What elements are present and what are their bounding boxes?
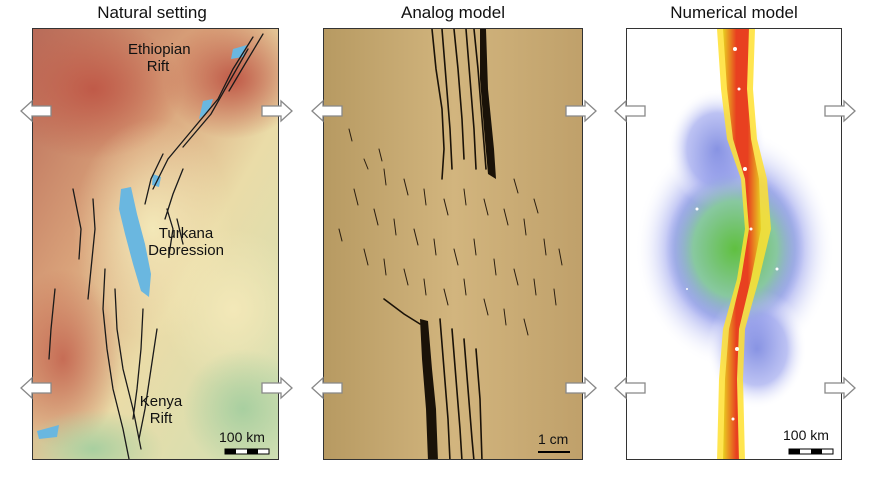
scale-bar-graphic [224, 448, 270, 455]
extension-arrow-left-icon [20, 99, 52, 123]
numerical-model-title: Numerical model [670, 3, 798, 22]
extension-arrow-right-icon [261, 99, 293, 123]
scale-bar-label: 100 km [219, 429, 265, 445]
natural-setting-title: Natural setting [97, 3, 207, 22]
extension-arrow-right-icon [565, 376, 597, 400]
analog-model-title: Analog model [401, 3, 505, 22]
extension-arrow-right-icon [824, 99, 856, 123]
scale-bar-label: 1 cm [538, 431, 569, 447]
scale-bar-graphic [788, 448, 834, 455]
extension-arrow-left-icon [311, 99, 343, 123]
numerical-model-graphic [627, 29, 841, 459]
extension-arrow-left-icon [614, 376, 646, 400]
scale-bar-line [538, 451, 570, 453]
turkana-depression-label: Turkana Depression [148, 225, 224, 259]
extension-arrow-right-icon [824, 376, 856, 400]
natural-setting-map: Ethiopian Rift Turkana Depression Kenya … [32, 28, 279, 460]
extension-arrow-left-icon [311, 376, 343, 400]
extension-arrow-left-icon [20, 376, 52, 400]
extension-arrow-left-icon [614, 99, 646, 123]
analog-model-image: 1 cm [323, 28, 583, 460]
extension-arrow-right-icon [565, 99, 597, 123]
terrain-map-graphic [33, 29, 278, 459]
scale-bar-label: 100 km [783, 427, 829, 443]
analog-model-graphic [324, 29, 582, 459]
extension-arrow-right-icon [261, 376, 293, 400]
ethiopian-rift-label: Ethiopian Rift [128, 41, 191, 75]
numerical-model-image: 100 km [626, 28, 842, 460]
kenya-rift-label: Kenya Rift [139, 393, 183, 427]
